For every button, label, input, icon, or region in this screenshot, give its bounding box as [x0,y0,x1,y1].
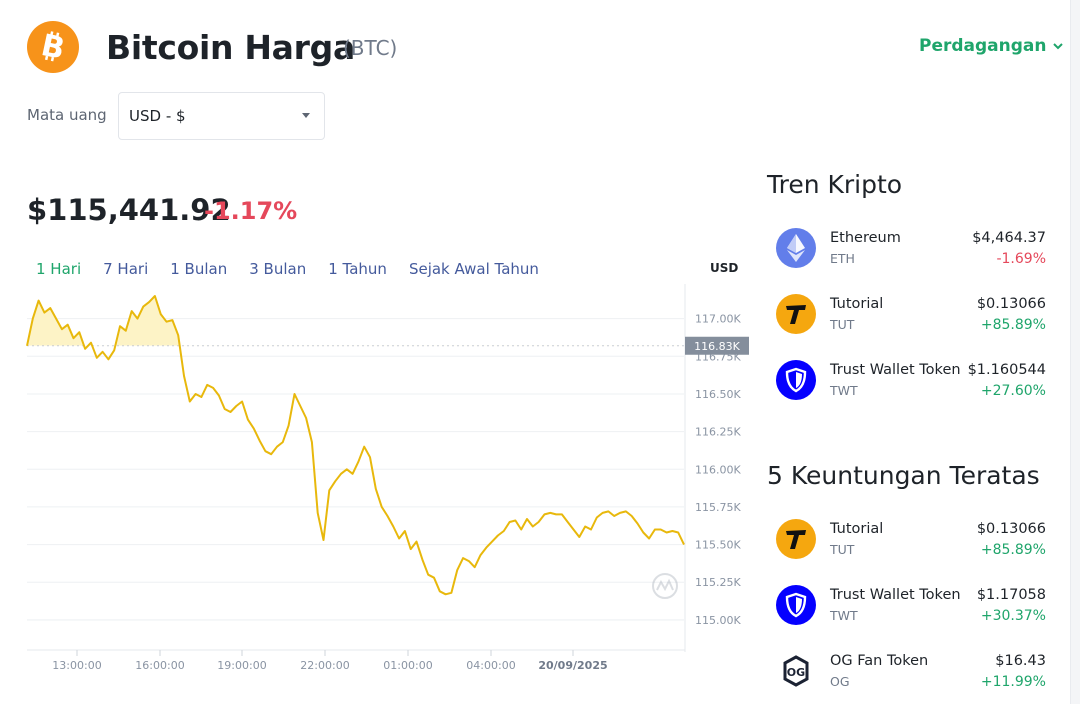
coin-symbol: ETH [830,251,855,266]
y-tick-label: 115.00K [695,614,741,627]
currency-selected-value: USD - $ [129,107,186,125]
x-tick-label: 16:00:00 [135,659,184,672]
svg-text:OG: OG [787,666,805,679]
current-price: $115,441.92 [27,193,231,227]
gainers-title: 5 Keuntungan Teratas [767,461,1040,490]
caret-down-icon [302,113,310,118]
y-tick-label: 115.50K [695,539,741,552]
coin-symbol: (BTC) [343,36,398,60]
coin-symbol: TUT [830,542,855,557]
tab-year-to-date[interactable]: Sejak Awal Tahun [408,260,539,278]
chart-currency-label: USD [710,261,739,275]
coin-change: +85.89% [980,542,1046,558]
tab-7-days[interactable]: 7 Hari [103,260,149,278]
y-tick-label: 115.75K [695,501,741,514]
price-marker-box [685,336,749,355]
page-scrollbar[interactable] [1070,0,1080,704]
chart-watermark-icon [652,573,678,599]
coin-price: $0.13066 [976,521,1046,537]
price-change: -1.17% [204,197,298,225]
coin-name: Tutorial [830,296,884,312]
x-tick-label: 04:00:00 [466,659,515,672]
og-icon: OG [776,651,816,691]
coin-change: +85.89% [980,317,1046,333]
y-tick-label: 116.50K [695,388,741,401]
price-chart[interactable]: 117.00K116.75K116.50K116.25K116.00K115.7… [0,280,760,680]
y-tick-label: 115.25K [695,576,741,589]
coin-price: $16.43 [995,653,1046,669]
coin-row[interactable]: OG OG Fan Token OG $16.43 +11.99% [776,651,1046,695]
x-tick-label: 22:00:00 [300,659,349,672]
x-tick-label: 01:00:00 [383,659,432,672]
coin-symbol: TUT [830,317,855,332]
trust-wallet-icon [776,360,816,400]
coin-row[interactable]: Tutorial TUT $0.13066 +85.89% [776,294,1046,338]
tutorial-icon [776,519,816,559]
y-tick-label: 116.25K [695,426,741,439]
coin-row[interactable]: Tutorial TUT $0.13066 +85.89% [776,519,1046,563]
coin-price: $1.17058 [976,587,1046,603]
coin-symbol: OG [830,674,850,689]
coin-symbol: TWT [830,608,858,623]
trust-wallet-icon [776,585,816,625]
coin-name: Tutorial [830,521,884,537]
trade-dropdown[interactable]: Perdagangan [919,36,1063,56]
coin-row[interactable]: Ethereum ETH $4,464.37 -1.69% [776,228,1046,272]
coin-row[interactable]: Trust Wallet Token TWT $1.160544 +27.60% [776,360,1046,404]
coin-change: +30.37% [980,608,1046,624]
tab-1-day[interactable]: 1 Hari [36,260,82,278]
coin-change: +27.60% [980,383,1046,399]
time-range-tabs: 1 Hari 7 Hari 1 Bulan 3 Bulan 1 Tahun Se… [25,258,550,280]
y-tick-label: 116.00K [695,463,741,476]
currency-select[interactable]: USD - $ [118,92,325,140]
x-tick-label: 13:00:00 [52,659,101,672]
coin-name: Ethereum [830,230,901,246]
coin-name: Trust Wallet Token [830,362,961,378]
ethereum-icon [776,228,816,268]
page-title: Bitcoin Harga [106,28,355,67]
currency-label: Mata uang [27,106,107,124]
price-area-fill [27,296,180,346]
tab-1-month[interactable]: 1 Bulan [170,260,228,278]
trade-label: Perdagangan [919,36,1047,56]
price-line [26,295,685,596]
tutorial-icon [776,294,816,334]
coin-change: -1.69% [996,251,1046,267]
coin-price: $0.13066 [976,296,1046,312]
coin-name: Trust Wallet Token [830,587,961,603]
coin-symbol: TWT [830,383,858,398]
coin-change: +11.99% [980,674,1046,690]
coin-row[interactable]: Trust Wallet Token TWT $1.17058 +30.37% [776,585,1046,629]
coin-price: $1.160544 [967,362,1046,378]
trending-title: Tren Kripto [767,170,903,199]
coin-price: $4,464.37 [972,230,1046,246]
chevron-down-icon [1052,42,1063,49]
bitcoin-logo-icon: B [27,21,79,73]
tab-3-months[interactable]: 3 Bulan [249,260,307,278]
tab-1-year[interactable]: 1 Tahun [328,260,387,278]
x-tick-label: 19:00:00 [217,659,266,672]
y-tick-label: 117.00K [695,313,741,326]
coin-name: OG Fan Token [830,653,929,669]
x-tick-label: 20/09/2025 [538,659,607,672]
price-marker-label: 116.83K [694,340,740,353]
